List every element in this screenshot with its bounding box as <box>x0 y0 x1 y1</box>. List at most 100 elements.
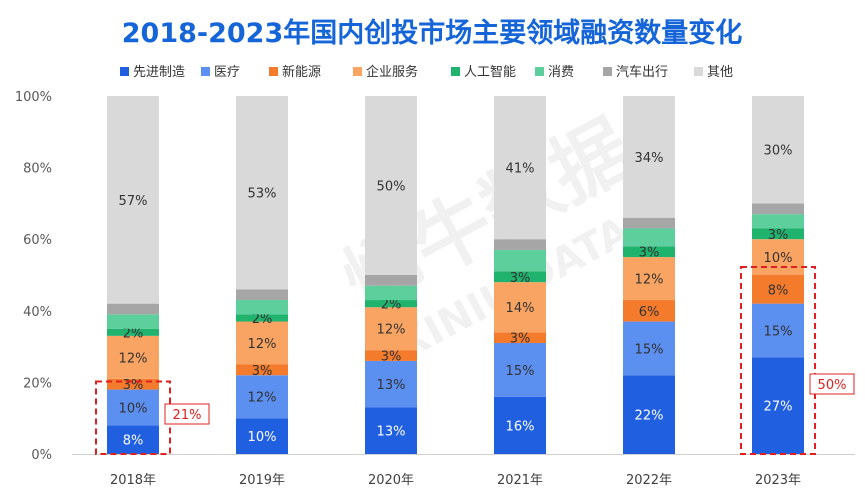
highlight-callout: 21% <box>95 380 210 455</box>
bar-segment <box>236 300 288 315</box>
legend-swatch <box>694 67 703 76</box>
bar-segment <box>365 96 417 275</box>
bar-stack: 27% 15% 8% 10% 3% 30% <box>752 96 804 454</box>
data-label: 30% <box>764 144 793 159</box>
callout-label: 21% <box>173 408 202 423</box>
bar-segment <box>623 246 675 258</box>
bar-segment <box>623 228 675 247</box>
bar-segment <box>494 96 546 240</box>
bar-segment <box>365 360 417 408</box>
y-tick-label: 100% <box>15 90 52 105</box>
bar-stack: 10% 12% 3% 12% 2% 53% <box>236 96 288 454</box>
callout-label: 50% <box>818 378 847 393</box>
bar-segment <box>236 289 288 301</box>
bar-segment <box>623 217 675 229</box>
data-label: 10% <box>764 251 793 266</box>
bar-segment <box>623 96 675 218</box>
bar-segment <box>623 375 675 454</box>
data-label: 12% <box>248 391 277 406</box>
x-axis: 2018年 2019年 2020年 2021年 2022年 2023年 <box>110 473 801 488</box>
bar-segment <box>494 396 546 454</box>
bar-segment <box>107 96 159 304</box>
bar-segment <box>107 328 159 336</box>
bar-segment <box>752 96 804 204</box>
x-tick-label: 2021年 <box>497 473 543 488</box>
data-label: 12% <box>248 337 277 352</box>
data-label: 12% <box>119 351 148 366</box>
data-label: 3% <box>123 378 144 393</box>
highlight-callout: 50% <box>740 266 855 455</box>
data-label: 57% <box>119 194 148 209</box>
bar-segment <box>752 228 804 240</box>
bar-segment <box>236 314 288 322</box>
callout-label-box <box>164 403 210 425</box>
bar-segment <box>752 357 804 454</box>
callout-label-box <box>809 373 855 395</box>
y-tick-label: 20% <box>23 376 52 391</box>
data-label: 3% <box>252 364 273 379</box>
bar-segment <box>236 321 288 365</box>
data-label: 3% <box>768 228 789 243</box>
data-label: 10% <box>119 401 148 416</box>
data-label: 12% <box>377 323 406 338</box>
legend-label: 先进制造 <box>133 65 185 80</box>
legend-swatch <box>451 67 460 76</box>
bar-segment <box>107 335 159 379</box>
bar-segment <box>623 257 675 301</box>
bars: 8%10%3%12%2%57%10%12%3%12%2%53%13%13%3%1… <box>107 96 804 454</box>
y-axis: 0% 20% 40% 60% 80% 100% <box>15 90 855 463</box>
x-tick-label: 2018年 <box>110 473 156 488</box>
data-label: 12% <box>635 273 664 288</box>
bar-segment <box>494 332 546 344</box>
bar-segment <box>236 364 288 376</box>
bar-stack: 13% 13% 3% 12% 2% 50% <box>365 96 417 454</box>
y-tick-label: 60% <box>23 233 52 248</box>
legend-label: 消费 <box>548 65 574 80</box>
bar-segment <box>365 350 417 361</box>
data-label: 22% <box>635 409 664 424</box>
bar-segment <box>107 303 159 315</box>
legend-label: 汽车出行 <box>616 64 668 80</box>
legend-swatch <box>535 67 544 76</box>
legend-label: 企业服务 <box>366 64 418 80</box>
data-label: 14% <box>506 301 535 316</box>
data-label: 13% <box>377 378 406 393</box>
x-tick-label: 2019年 <box>239 473 285 488</box>
legend: 先进制造 医疗 新能源 企业服务 人工智能 消费 汽车出行 其他 <box>120 64 733 80</box>
bar-stack: 22% 15% 6% 12% 3% 34% <box>623 96 675 454</box>
data-label: 10% <box>248 430 277 445</box>
bar-segment <box>494 239 546 250</box>
bar-segment <box>236 375 288 419</box>
bar-segment <box>365 407 417 454</box>
bar-segment <box>494 343 546 397</box>
data-label: 34% <box>635 151 664 166</box>
bar-stack: 16% 15% 3% 14% 3% 41% <box>494 96 546 454</box>
y-tick-label: 0% <box>31 448 52 463</box>
data-label: 3% <box>381 350 402 365</box>
data-label: 16% <box>506 419 535 434</box>
data-label: 15% <box>635 342 664 357</box>
legend-label: 新能源 <box>282 64 321 80</box>
x-tick-label: 2022年 <box>626 473 672 488</box>
data-label: 2% <box>381 298 402 313</box>
legend-swatch <box>353 67 362 76</box>
bar-segment <box>107 314 159 329</box>
data-label: 53% <box>248 187 277 202</box>
y-tick-label: 80% <box>23 162 52 177</box>
bar-segment <box>623 300 675 322</box>
bar-segment <box>752 214 804 229</box>
data-label: 27% <box>764 400 793 415</box>
data-label: 3% <box>510 271 531 286</box>
legend-swatch <box>201 67 210 76</box>
bar-segment <box>365 285 417 301</box>
data-label: 8% <box>768 283 789 298</box>
bar-segment <box>236 96 288 290</box>
bar-segment <box>752 239 804 275</box>
legend-swatch <box>603 67 612 76</box>
data-label: 2% <box>123 326 144 341</box>
legend-label: 人工智能 <box>464 65 516 80</box>
data-label: 50% <box>377 180 406 195</box>
data-label: 6% <box>639 305 660 320</box>
bar-segment <box>365 300 417 308</box>
